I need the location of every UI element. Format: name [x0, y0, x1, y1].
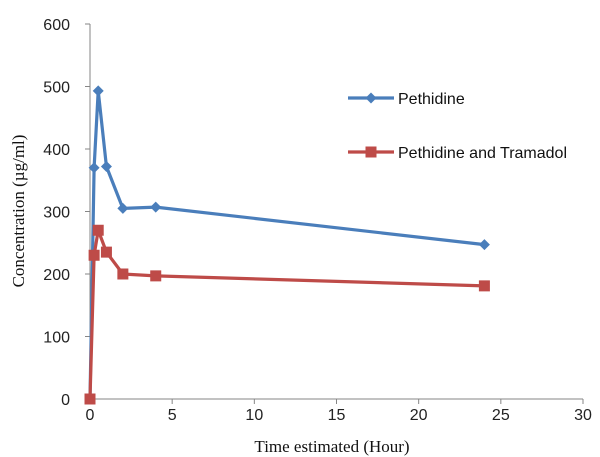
data-point: [150, 201, 162, 213]
legend-label: Pethidine: [398, 91, 465, 108]
x-tick-label: 0: [86, 407, 95, 424]
data-point: [100, 246, 112, 258]
data-point: [150, 270, 162, 282]
x-axis-title: Time estimated (Hour): [254, 437, 409, 456]
legend: Pethidine Pethidine and Tramadol: [348, 91, 567, 162]
legend-swatch-marker: [365, 146, 377, 158]
y-tick-label: 100: [43, 330, 70, 347]
y-tick-label: 0: [61, 392, 70, 409]
series-line: [88, 89, 485, 400]
x-tick-label: 15: [328, 407, 346, 424]
series-1: [84, 85, 490, 405]
x-tick-label: 30: [574, 407, 592, 424]
data-point: [88, 249, 100, 261]
x-tick-label: 20: [410, 407, 428, 424]
y-tick-label: 300: [43, 205, 70, 222]
x-tick-label: 5: [168, 407, 177, 424]
legend-label: Pethidine and Tramadol: [398, 145, 567, 162]
x-tick-label: 25: [492, 407, 510, 424]
data-point: [92, 85, 104, 97]
data-point: [100, 161, 112, 172]
y-tick-label: 200: [43, 267, 70, 284]
legend-swatch-marker: [365, 92, 377, 104]
data-point: [478, 239, 490, 251]
y-axis-title: Concentration (µg/ml): [9, 135, 28, 288]
series-line: [88, 228, 485, 400]
y-tick-label: 400: [43, 142, 70, 159]
data-point: [117, 202, 129, 214]
x-tick-label: 10: [245, 407, 263, 424]
axes: 0 100 200 300 400 500 600 0 5 10 15 20 25 30: [43, 17, 592, 424]
y-tick-label: 600: [43, 17, 70, 34]
data-point: [478, 280, 490, 292]
data-point: [92, 224, 104, 236]
data-point: [88, 162, 100, 174]
y-tick-label: 500: [43, 80, 70, 97]
series-layer: [84, 85, 490, 405]
data-point: [84, 393, 96, 405]
data-point: [117, 268, 129, 280]
series-2: [84, 224, 490, 405]
